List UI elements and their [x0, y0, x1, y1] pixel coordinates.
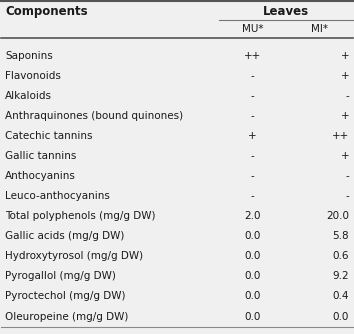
Text: -: -	[346, 91, 349, 101]
Text: 5.8: 5.8	[332, 231, 349, 241]
Text: +: +	[341, 151, 349, 161]
Text: Oleuropeine (mg/g DW): Oleuropeine (mg/g DW)	[5, 312, 128, 322]
Text: 20.0: 20.0	[326, 211, 349, 221]
Text: ++: ++	[244, 50, 261, 60]
Text: Leuco-anthocyanins: Leuco-anthocyanins	[5, 191, 110, 201]
Text: MI*: MI*	[311, 24, 328, 34]
Text: 9.2: 9.2	[332, 272, 349, 282]
Text: Alkaloids: Alkaloids	[5, 91, 52, 101]
Text: Total polyphenols (mg/g DW): Total polyphenols (mg/g DW)	[5, 211, 155, 221]
Text: Anthraquinones (bound quinones): Anthraquinones (bound quinones)	[5, 111, 183, 121]
Text: -: -	[251, 191, 255, 201]
Text: -: -	[251, 111, 255, 121]
Text: -: -	[251, 171, 255, 181]
Text: ++: ++	[332, 131, 349, 141]
Text: +: +	[248, 131, 257, 141]
Text: Hydroxytyrosol (mg/g DW): Hydroxytyrosol (mg/g DW)	[5, 251, 143, 261]
Text: Flavonoids: Flavonoids	[5, 71, 61, 81]
Text: Pyrogallol (mg/g DW): Pyrogallol (mg/g DW)	[5, 272, 116, 282]
Text: 0.0: 0.0	[244, 231, 261, 241]
Text: 0.0: 0.0	[244, 312, 261, 322]
Text: -: -	[251, 71, 255, 81]
Text: MU*: MU*	[242, 24, 263, 34]
Text: 2.0: 2.0	[244, 211, 261, 221]
Text: Components: Components	[5, 5, 87, 18]
Text: +: +	[341, 50, 349, 60]
Text: Gallic acids (mg/g DW): Gallic acids (mg/g DW)	[5, 231, 124, 241]
Text: -: -	[346, 171, 349, 181]
Text: 0.4: 0.4	[333, 292, 349, 302]
Text: 0.0: 0.0	[244, 292, 261, 302]
Text: 0.0: 0.0	[333, 312, 349, 322]
Text: -: -	[251, 91, 255, 101]
Text: -: -	[346, 191, 349, 201]
Text: Pyroctechol (mg/g DW): Pyroctechol (mg/g DW)	[5, 292, 125, 302]
Text: +: +	[341, 71, 349, 81]
Text: Anthocyanins: Anthocyanins	[5, 171, 76, 181]
Text: Gallic tannins: Gallic tannins	[5, 151, 76, 161]
Text: +: +	[341, 111, 349, 121]
Text: -: -	[251, 151, 255, 161]
Text: 0.0: 0.0	[244, 251, 261, 261]
Text: 0.0: 0.0	[244, 272, 261, 282]
Text: Leaves: Leaves	[263, 5, 309, 18]
Text: Catechic tannins: Catechic tannins	[5, 131, 92, 141]
Text: Saponins: Saponins	[5, 50, 53, 60]
Text: 0.6: 0.6	[333, 251, 349, 261]
